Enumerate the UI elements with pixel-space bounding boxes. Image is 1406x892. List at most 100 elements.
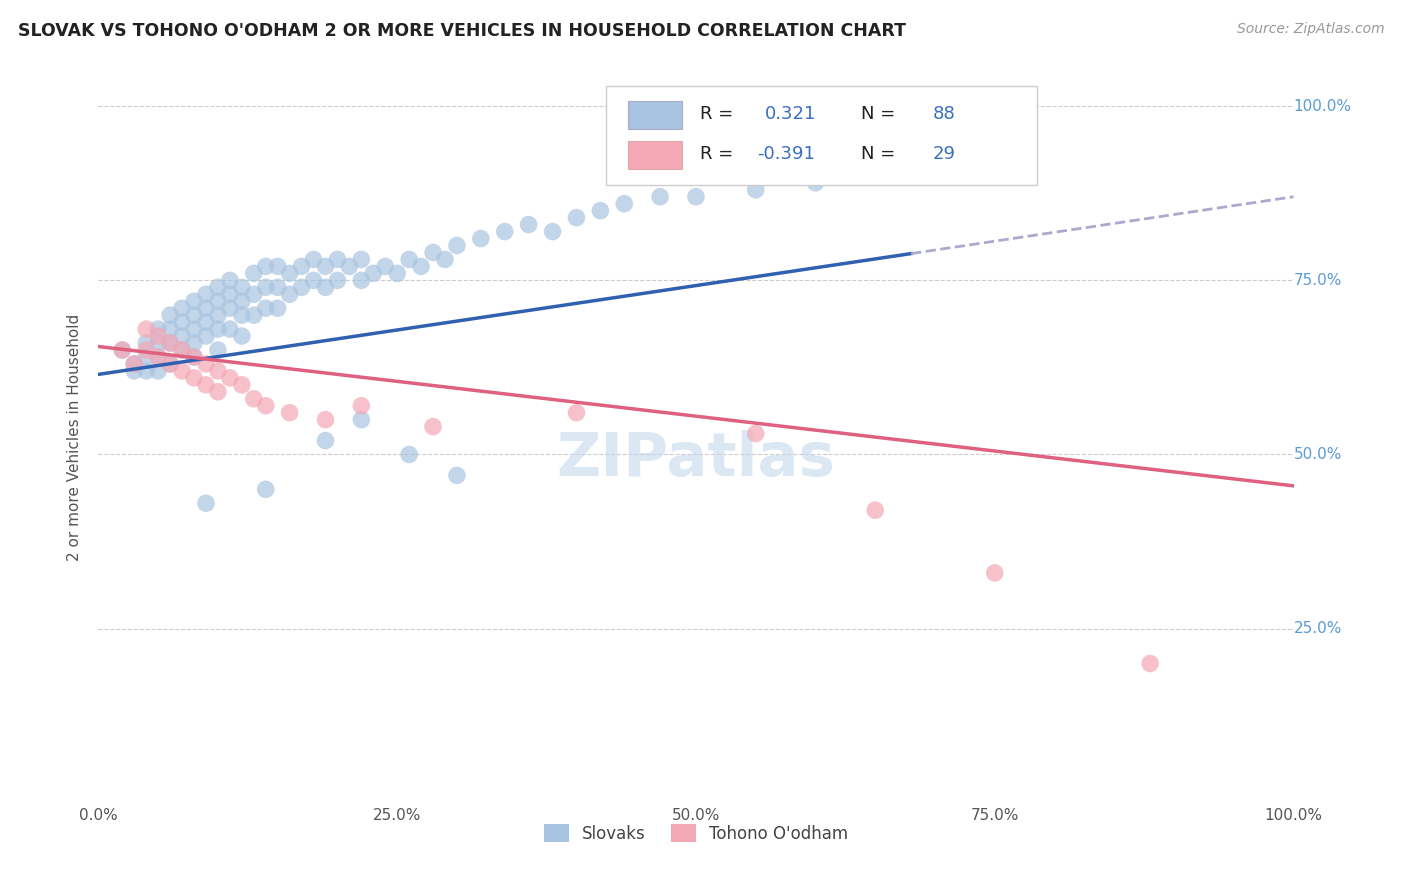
Point bbox=[219, 287, 242, 301]
Point bbox=[302, 273, 325, 287]
Point bbox=[148, 350, 170, 364]
Point bbox=[183, 350, 205, 364]
Point bbox=[984, 566, 1007, 580]
Point bbox=[159, 336, 181, 351]
Point bbox=[267, 260, 290, 274]
Text: N =: N = bbox=[860, 145, 896, 163]
Text: ZIPatlas: ZIPatlas bbox=[557, 430, 835, 489]
Point bbox=[111, 343, 134, 357]
Point bbox=[494, 225, 516, 239]
Point bbox=[254, 280, 277, 294]
Point bbox=[350, 412, 373, 426]
Point bbox=[363, 266, 385, 280]
Point bbox=[745, 426, 768, 441]
Point bbox=[172, 315, 194, 329]
Point bbox=[865, 169, 887, 183]
Point bbox=[1139, 657, 1161, 671]
Text: SLOVAK VS TOHONO O'ODHAM 2 OR MORE VEHICLES IN HOUSEHOLD CORRELATION CHART: SLOVAK VS TOHONO O'ODHAM 2 OR MORE VEHIC… bbox=[18, 22, 907, 40]
Point bbox=[183, 371, 205, 385]
Point bbox=[219, 273, 242, 287]
Point bbox=[350, 252, 373, 267]
Point bbox=[446, 468, 468, 483]
Point bbox=[183, 294, 205, 309]
Point bbox=[207, 384, 229, 399]
Point bbox=[517, 218, 540, 232]
Point bbox=[243, 308, 266, 322]
Point bbox=[124, 364, 146, 378]
Text: 50.0%: 50.0% bbox=[1294, 447, 1341, 462]
Point bbox=[278, 287, 301, 301]
Point bbox=[124, 357, 146, 371]
Point bbox=[565, 211, 588, 225]
Point bbox=[350, 399, 373, 413]
Point bbox=[148, 322, 170, 336]
Point bbox=[207, 343, 229, 357]
Text: 88: 88 bbox=[932, 104, 955, 123]
Text: 0.321: 0.321 bbox=[765, 104, 817, 123]
Point bbox=[195, 301, 218, 316]
Point bbox=[183, 322, 205, 336]
Y-axis label: 2 or more Vehicles in Household: 2 or more Vehicles in Household bbox=[67, 313, 83, 561]
Point bbox=[648, 190, 672, 204]
Point bbox=[183, 350, 205, 364]
Point bbox=[159, 357, 181, 371]
Point bbox=[231, 280, 253, 294]
Text: 29: 29 bbox=[932, 145, 956, 163]
Point bbox=[172, 329, 194, 343]
Point bbox=[422, 245, 444, 260]
Point bbox=[804, 176, 827, 190]
Point bbox=[315, 280, 337, 294]
Point bbox=[231, 329, 253, 343]
Point bbox=[195, 315, 218, 329]
Point bbox=[350, 273, 373, 287]
Point bbox=[183, 336, 205, 351]
Point bbox=[565, 406, 588, 420]
Point bbox=[291, 260, 314, 274]
Text: R =: R = bbox=[700, 104, 738, 123]
Point bbox=[446, 238, 468, 252]
Point bbox=[243, 392, 266, 406]
Point bbox=[111, 343, 134, 357]
Point bbox=[207, 364, 229, 378]
Point bbox=[267, 301, 290, 316]
Point bbox=[865, 503, 887, 517]
FancyBboxPatch shape bbox=[628, 141, 682, 169]
Point bbox=[278, 406, 301, 420]
Point bbox=[172, 343, 194, 357]
Point bbox=[613, 196, 636, 211]
Point bbox=[315, 434, 337, 448]
Point bbox=[219, 371, 242, 385]
Point bbox=[195, 377, 218, 392]
Point bbox=[339, 260, 361, 274]
Point bbox=[148, 350, 170, 364]
Point bbox=[135, 322, 157, 336]
Point bbox=[183, 308, 205, 322]
Point bbox=[254, 399, 277, 413]
Point bbox=[398, 252, 420, 267]
Point bbox=[243, 266, 266, 280]
Text: 25.0%: 25.0% bbox=[1294, 621, 1341, 636]
Point bbox=[148, 329, 170, 343]
Point bbox=[589, 203, 612, 218]
Text: R =: R = bbox=[700, 145, 738, 163]
Point bbox=[254, 260, 277, 274]
Point bbox=[135, 343, 157, 357]
Point bbox=[172, 364, 194, 378]
Point bbox=[148, 336, 170, 351]
Point bbox=[207, 322, 229, 336]
Point bbox=[302, 252, 325, 267]
Point bbox=[315, 260, 337, 274]
Point bbox=[195, 357, 218, 371]
Point bbox=[148, 364, 170, 378]
Point bbox=[422, 419, 444, 434]
Point bbox=[135, 364, 157, 378]
Text: N =: N = bbox=[860, 104, 896, 123]
Point bbox=[745, 183, 768, 197]
Point bbox=[159, 357, 181, 371]
Point bbox=[267, 280, 290, 294]
Point bbox=[207, 308, 229, 322]
Point bbox=[231, 308, 253, 322]
Text: Source: ZipAtlas.com: Source: ZipAtlas.com bbox=[1237, 22, 1385, 37]
Point bbox=[172, 301, 194, 316]
Point bbox=[326, 252, 349, 267]
